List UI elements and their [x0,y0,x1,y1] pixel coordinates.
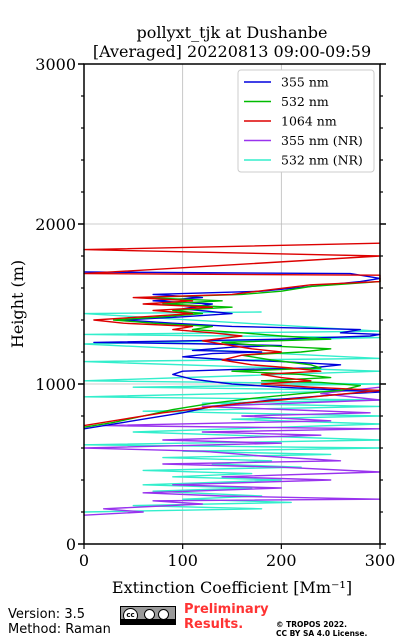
x-tick-label: 200 [266,551,297,570]
version-text: Version: 3.5 [8,607,85,622]
y-tick-label: 3000 [35,55,76,74]
plot-frame [83,63,381,545]
series-line-532-nm-nr- [83,311,381,513]
copyright-line1: © TROPOS 2022. [276,620,347,629]
legend-box [237,69,375,173]
preliminary-line2: Results. [184,617,244,632]
preliminary-line1: Preliminary [184,602,269,617]
y-tick-label: 1000 [35,375,76,394]
copyright-notice: © TROPOS 2022. CC BY SA 4.0 License. [276,620,367,638]
copyright-line2: CC BY SA 4.0 License. [276,629,368,638]
legend-label: 355 nm (NR) [281,133,363,148]
y-axis-label: Height (m) [8,260,27,348]
x-axis-label: Extinction Coefficient [Mm⁻¹] [112,578,352,597]
y-tick-label: 2000 [35,215,76,234]
x-tick-label: 100 [167,551,198,570]
legend-label: 1064 nm [281,114,337,129]
preliminary-notice: Preliminary Results. [184,602,269,632]
series-layer [83,242,381,516]
chart-title-line1: pollyxt_tjk at Dushanbe [136,23,327,42]
series-line-1064-nm [83,242,381,427]
chart-title-line2: [Averaged] 20220813 09:00-09:59 [93,42,371,61]
legend: 355 nm 532 nm 1064 nm 355 nm (NR) 532 nm (NR… [237,69,375,173]
y-tick-label: 0 [66,535,76,554]
chart: pollyxt_tjk at Dushanbe [Averaged] 20220… [8,23,395,597]
series-line-532-nm [83,278,381,428]
method-text: Method: Raman [8,622,111,637]
x-tick-label: 300 [365,551,396,570]
x-tick-label: 0 [79,551,89,570]
legend-label: 532 nm (NR) [281,153,363,168]
cc-license-logo: cc [120,606,176,625]
legend-label: 532 nm [281,94,329,109]
legend-label: 355 nm [281,75,329,90]
series-line-355-nm-nr- [83,386,381,516]
